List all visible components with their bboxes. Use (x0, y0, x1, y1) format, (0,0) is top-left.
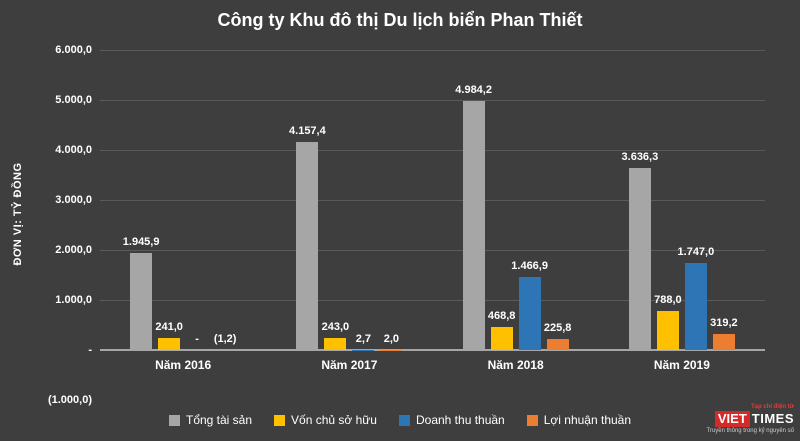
gridline (100, 300, 765, 301)
bar-group: 3.636,3 788,0 1.747,0 319,2 (599, 50, 765, 350)
chart-title: Công ty Khu đô thị Du lịch biển Phan Thi… (217, 10, 583, 30)
bar-value-label: 3.636,3 (621, 151, 659, 164)
x-category-label: Năm 2019 (653, 358, 710, 372)
bar-slot: 243,0 (322, 321, 349, 350)
bar (130, 252, 153, 350)
bar-value-label: - (195, 333, 199, 345)
gridline (100, 200, 765, 201)
bar (324, 337, 347, 350)
y-tick-label: 4.000,0 (55, 144, 92, 156)
legend-swatch (274, 414, 286, 426)
bar-value-label: 4.157,4 (289, 125, 326, 138)
bar-slot: 1.945,9 (123, 236, 159, 350)
bar (490, 326, 513, 350)
bar (296, 142, 319, 350)
legend-item: Doanh thu thuần (398, 413, 505, 427)
bar (656, 310, 679, 350)
bar-value-label: (1,2) (213, 332, 237, 345)
bar-slot: 225,8 (544, 322, 571, 350)
legend-label: Doanh thu thuần (415, 413, 505, 427)
bar-slot: 1.747,0 (678, 246, 714, 350)
bar-value-label: 468,8 (487, 309, 516, 322)
gridline (100, 50, 765, 51)
y-axis-label: ĐƠN VỊ: TỶ ĐỒNG (12, 162, 24, 266)
logo-main: VIET TIMES (707, 411, 795, 428)
legend-label: Tổng tài sản (185, 413, 253, 427)
bar-value-label: 319,2 (710, 317, 738, 330)
bar (518, 276, 541, 350)
bar-group: 4.984,2 468,8 1.466,9 225,8 (433, 50, 599, 350)
gridline (100, 150, 765, 151)
legend-item: Tổng tài sản (168, 413, 253, 427)
bar-value-label: 1.747,0 (677, 245, 715, 258)
bar (546, 338, 569, 350)
plot-area: 6.000,0 5.000,0 4.000,0 3.000,0 2.000,0 1.000… (48, 44, 765, 406)
y-tick-label: - (88, 344, 92, 356)
legend: Tổng tài sản Vốn chủ sở hữu Doanh thu thuầ… (0, 413, 800, 427)
legend-swatch (526, 414, 538, 426)
bar-value-label: 1.466,9 (511, 259, 548, 272)
bar-value-label: 2,0 (383, 332, 400, 345)
bar-value-label: 2,7 (355, 332, 372, 345)
legend-item: Lợi nhuận thuần (526, 413, 632, 427)
logo-tagline-top: Tạp chí điện tử (750, 403, 794, 410)
bar-slot: 4.157,4 (289, 125, 326, 350)
bar-slot: 319,2 (710, 317, 738, 350)
legend-item: Vốn chủ sở hữu (274, 413, 377, 427)
bar (712, 334, 735, 350)
y-tick-label: 2.000,0 (55, 244, 92, 256)
bar (628, 168, 651, 350)
bar-value-label: 4.984,2 (455, 83, 492, 96)
bar-slot: 788,0 (654, 294, 682, 350)
bar-value-label: 1.945,9 (122, 235, 160, 248)
y-tick-label: 5.000,0 (55, 94, 92, 106)
bar-value-label: 788,0 (654, 293, 682, 306)
logo-box: VIET (714, 411, 750, 428)
bar-value-label: 241,0 (155, 320, 183, 333)
legend-swatch (168, 414, 180, 426)
x-category-label: Năm 2017 (321, 358, 378, 372)
gridline (100, 100, 765, 101)
bar-value-label: 243,0 (321, 320, 350, 333)
bar (684, 262, 707, 350)
bar (462, 100, 485, 350)
y-tick-label: (1.000,0) (47, 394, 92, 406)
viettimes-logo: Tạp chí điện tử VIET TIMES Truyền thông … (707, 404, 795, 435)
bar-group: 1.945,9 241,0- (1,2) (100, 50, 266, 351)
x-category-label: Năm 2016 (155, 358, 212, 372)
bar-slot: 1.466,9 (511, 260, 548, 350)
bar-slot: 4.984,2 (455, 84, 492, 350)
bar-slot: 3.636,3 (622, 151, 658, 350)
bar-slot: 241,0 (155, 321, 183, 350)
gridline (100, 250, 765, 251)
y-tick-label: 1.000,0 (55, 294, 92, 306)
logo-name: TIMES (751, 411, 794, 427)
legend-label: Lợi nhuận thuần (543, 413, 632, 427)
bar-group: 4.157,4 243,0 2,7 2,0 (266, 50, 432, 350)
x-axis-line (100, 349, 765, 351)
x-category-label: Năm 2018 (487, 358, 544, 372)
bar-slot: 468,8 (488, 310, 515, 350)
legend-label: Vốn chủ sở hữu (291, 413, 377, 427)
bar (158, 337, 181, 350)
legend-swatch (398, 414, 410, 426)
y-tick-label: 3.000,0 (55, 194, 92, 206)
logo-tagline-bottom: Truyền thông trong kỷ nguyên số (706, 428, 795, 435)
y-tick-label: 6.000,0 (55, 44, 92, 56)
bar-value-label: 225,8 (543, 321, 572, 334)
